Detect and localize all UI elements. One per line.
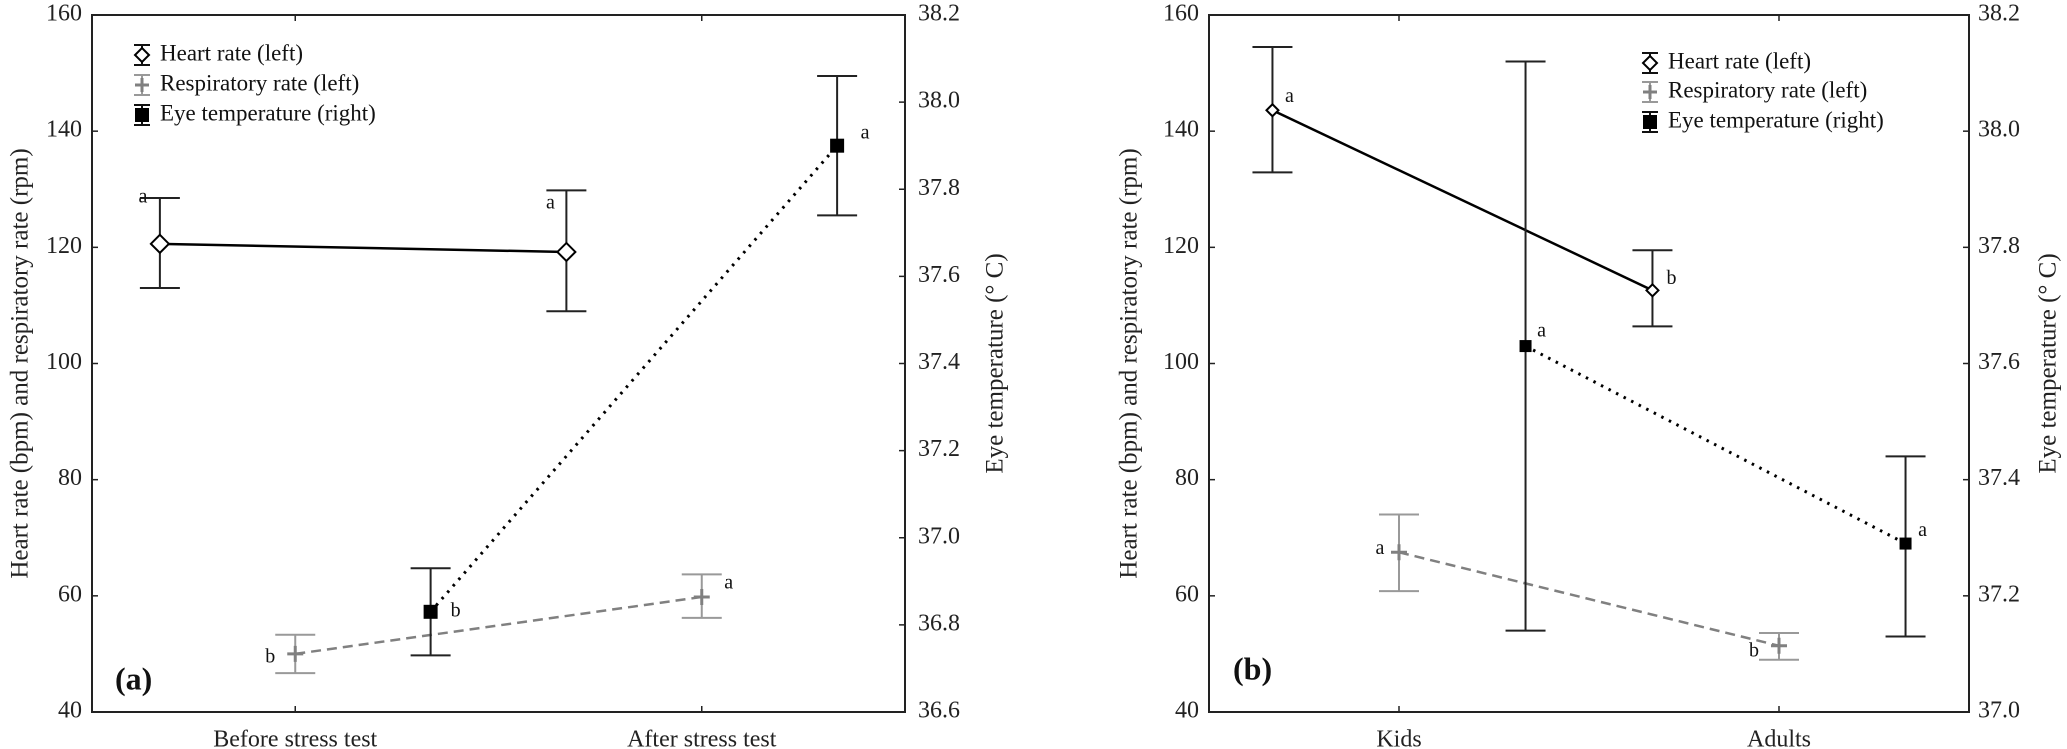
respiratory-rate-point <box>1771 637 1787 654</box>
left-axis-tick-label: 140 <box>46 117 82 143</box>
series-eye-temperature: ba <box>410 74 870 657</box>
x-axis-category-label: Before stress test <box>213 727 377 749</box>
series-respiratory-rate: ba <box>265 572 733 675</box>
right-axis-tick-label: 38.0 <box>1978 117 2020 143</box>
left-axis-tick-label: 40 <box>1175 698 1199 724</box>
respiratory-rate-point <box>287 645 304 662</box>
x-axis-category-label: Kids <box>1376 727 1421 749</box>
eye-temperature-point <box>423 604 438 619</box>
legend-plus-icon <box>1643 85 1657 99</box>
right-axis-title: Eye temperature (° C) <box>2035 253 2062 473</box>
chart-panel-b: 40 60 80 100 120 140 160 37.0 37.2 37.4 37.6 37.8 38… <box>1116 1 2062 749</box>
respiratory-rate-point <box>693 588 710 605</box>
chart-panel-a: 40 60 80 100 120 140 160 36.6 36.8 37.0 37.2 37.4 37… <box>7 1 1009 749</box>
right-axis-tick-label: 37.8 <box>918 175 960 201</box>
left-axis-tick-label: 120 <box>1163 233 1199 259</box>
right-axis-tick-label: 38.2 <box>918 1 960 27</box>
significance-letter: a <box>546 192 555 214</box>
left-axis-tick-label: 80 <box>1175 465 1199 491</box>
respiratory-rate-line <box>1398 551 1780 647</box>
left-axis-tick-label: 120 <box>46 233 82 259</box>
left-axis-tick-label: 60 <box>58 581 82 607</box>
right-axis-tick-label: 36.6 <box>918 698 960 724</box>
legend-square-icon <box>135 108 149 122</box>
series-eye-temperature: aa <box>1505 60 1927 638</box>
significance-letter: b <box>265 646 275 668</box>
significance-letter: a <box>138 185 147 207</box>
series-respiratory-rate: ab <box>1376 513 1799 661</box>
legend-label: Heart rate (left) <box>1668 48 1811 73</box>
significance-letter: a <box>861 121 870 143</box>
legend: Heart rate (left) Respiratory rate (left)… <box>1641 48 1884 133</box>
eye-temperature-line <box>429 144 839 613</box>
legend-label: Respiratory rate (left) <box>160 70 359 95</box>
left-axis-title: Heart rate (bpm) and respiratory rate (r… <box>1116 148 1143 578</box>
left-axis-title: Heart rate (bpm) and respiratory rate (r… <box>7 148 34 578</box>
left-axis-tick-label: 160 <box>1163 1 1199 27</box>
left-axis-tick-label: 160 <box>46 1 82 27</box>
right-axis-tick-label: 37.2 <box>1978 581 2020 607</box>
panel-label: (b) <box>1233 650 1272 686</box>
respiratory-rate-point <box>1391 544 1407 561</box>
right-axis-tick-label: 37.6 <box>1978 349 2020 375</box>
x-axis-category-label: After stress test <box>627 727 777 749</box>
legend-square-icon <box>1643 115 1657 129</box>
x-axis-category-label: Adults <box>1747 727 1811 749</box>
legend-diamond-icon <box>1641 54 1659 72</box>
heart-rate-point <box>149 233 171 255</box>
legend-label: Respiratory rate (left) <box>1668 77 1867 102</box>
right-axis-tick-label: 37.8 <box>1978 233 2020 259</box>
left-axis-tick-label: 40 <box>58 698 82 724</box>
right-axis-tick-label: 37.6 <box>918 262 960 288</box>
legend-label: Eye temperature (right) <box>1668 107 1884 132</box>
legend: Heart rate (left) Respiratory rate (left)… <box>133 40 376 126</box>
right-axis-tick-label: 37.0 <box>1978 698 2020 724</box>
legend-plus-icon <box>135 78 149 92</box>
eye-temperature-point <box>1899 537 1912 550</box>
heart-rate-point <box>555 241 577 263</box>
significance-letter: b <box>451 599 461 621</box>
heart-rate-line <box>1271 109 1653 292</box>
eye-temperature-line <box>1524 344 1907 545</box>
heart-rate-point <box>1265 102 1280 118</box>
right-axis-tick-label: 37.4 <box>918 349 960 375</box>
significance-letter: b <box>1749 639 1759 661</box>
legend-diamond-icon <box>133 46 151 64</box>
left-axis-tick-label: 80 <box>58 465 82 491</box>
right-axis-tick-label: 37.2 <box>918 436 960 462</box>
heart-rate-point <box>1645 282 1660 298</box>
legend-label: Eye temperature (right) <box>160 100 376 125</box>
eye-temperature-point <box>830 138 845 153</box>
significance-letter: b <box>1666 267 1676 289</box>
eye-temperature-point <box>1519 340 1532 353</box>
right-axis-tick-label: 37.0 <box>918 523 960 549</box>
right-axis-tick-label: 37.4 <box>1978 465 2020 491</box>
significance-letter: a <box>1537 320 1546 342</box>
heart-rate-line <box>159 242 567 254</box>
left-axis-tick-label: 60 <box>1175 581 1199 607</box>
significance-letter: a <box>1376 537 1385 559</box>
left-axis-tick-label: 100 <box>46 349 82 375</box>
right-axis-title: Eye temperature (° C) <box>982 253 1009 473</box>
panel-label: (a) <box>115 660 152 696</box>
significance-letter: a <box>1918 519 1927 541</box>
right-axis-tick-label: 36.8 <box>918 610 960 636</box>
left-axis-tick-label: 140 <box>1163 117 1199 143</box>
series-heart-rate: ab <box>1252 45 1676 328</box>
right-axis-tick-label: 38.2 <box>1978 1 2020 27</box>
legend-label: Heart rate (left) <box>160 40 303 65</box>
right-axis-tick-label: 38.0 <box>918 88 960 114</box>
significance-letter: a <box>724 572 733 594</box>
significance-letter: a <box>1285 85 1294 107</box>
left-axis-tick-label: 100 <box>1163 349 1199 375</box>
respiratory-rate-line <box>295 595 702 656</box>
